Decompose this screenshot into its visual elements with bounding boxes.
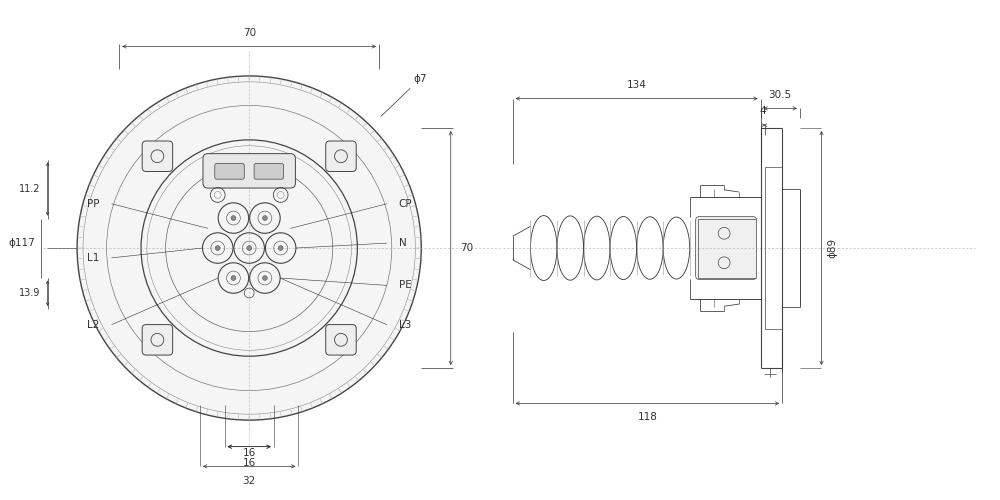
Text: 11.2: 11.2: [19, 184, 41, 194]
FancyBboxPatch shape: [254, 164, 284, 179]
Text: ϕ117: ϕ117: [8, 238, 35, 248]
Text: 30.5: 30.5: [769, 90, 792, 100]
Circle shape: [231, 216, 236, 220]
Text: 118: 118: [637, 412, 657, 422]
Circle shape: [77, 76, 421, 420]
Text: 32: 32: [243, 476, 256, 486]
Circle shape: [215, 246, 220, 250]
Text: N: N: [399, 238, 406, 248]
Text: 16: 16: [243, 458, 256, 468]
Circle shape: [231, 276, 236, 280]
FancyBboxPatch shape: [203, 154, 295, 188]
Text: ϕ89: ϕ89: [827, 238, 837, 258]
Text: L2: L2: [87, 320, 100, 330]
Text: L3: L3: [399, 320, 411, 330]
FancyBboxPatch shape: [142, 324, 173, 355]
Text: 13.9: 13.9: [19, 288, 41, 298]
Circle shape: [262, 216, 267, 220]
Circle shape: [262, 276, 267, 280]
Circle shape: [247, 246, 252, 250]
FancyBboxPatch shape: [142, 141, 173, 172]
FancyBboxPatch shape: [326, 324, 356, 355]
Text: 70: 70: [243, 28, 256, 38]
Text: 16: 16: [243, 448, 256, 458]
Text: ϕ7: ϕ7: [381, 74, 427, 116]
Text: CP: CP: [399, 199, 412, 209]
Text: L1: L1: [87, 253, 100, 263]
Circle shape: [278, 246, 283, 250]
Text: PP: PP: [87, 199, 100, 209]
Text: 70: 70: [461, 243, 474, 253]
Text: 4: 4: [760, 106, 766, 117]
FancyBboxPatch shape: [215, 164, 244, 179]
Text: 134: 134: [627, 80, 647, 90]
FancyBboxPatch shape: [696, 216, 757, 280]
Text: PE: PE: [399, 280, 411, 290]
FancyBboxPatch shape: [326, 141, 356, 172]
